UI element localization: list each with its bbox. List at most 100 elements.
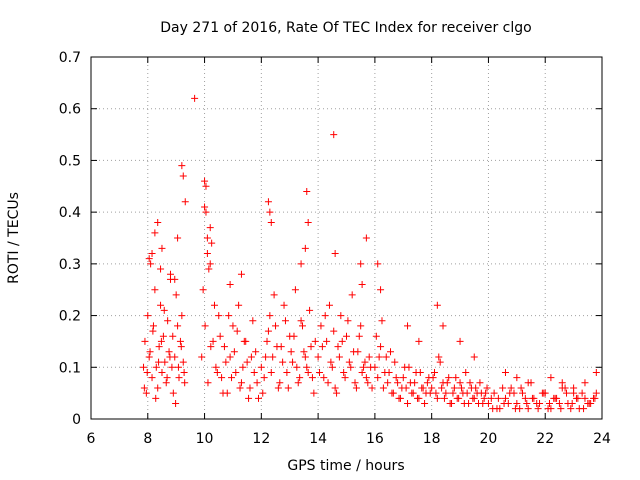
data-point xyxy=(174,234,182,242)
data-point xyxy=(289,358,297,366)
x-tick-label: 6 xyxy=(87,431,96,447)
data-point xyxy=(166,270,174,278)
data-point xyxy=(365,353,373,361)
data-point xyxy=(391,358,399,366)
data-point xyxy=(148,250,156,258)
data-point xyxy=(165,348,173,356)
x-tick-label: 22 xyxy=(536,431,554,447)
data-point xyxy=(462,368,470,376)
data-point xyxy=(357,322,365,330)
data-point xyxy=(574,394,582,402)
data-point xyxy=(524,379,532,387)
data-point xyxy=(314,353,322,361)
data-point xyxy=(267,218,275,226)
data-point xyxy=(147,260,155,268)
data-point xyxy=(260,374,268,382)
data-point xyxy=(201,177,209,185)
data-point xyxy=(374,374,382,382)
data-point xyxy=(174,363,182,371)
data-point xyxy=(343,332,350,340)
data-point xyxy=(429,374,437,382)
data-point xyxy=(412,368,420,376)
data-point xyxy=(140,363,148,371)
y-tick-label: 0.4 xyxy=(59,205,81,221)
data-point xyxy=(585,399,593,407)
data-point xyxy=(404,322,412,330)
data-point xyxy=(374,260,382,268)
data-point xyxy=(340,368,348,376)
data-point xyxy=(378,317,386,325)
data-point xyxy=(433,301,441,309)
data-point xyxy=(432,389,440,397)
x-tick-label: 18 xyxy=(423,431,441,447)
data-point xyxy=(181,379,189,387)
data-point xyxy=(140,384,148,392)
data-point xyxy=(230,348,238,356)
data-point xyxy=(164,317,172,325)
data-point xyxy=(209,337,217,345)
data-point xyxy=(456,379,464,387)
data-point xyxy=(198,353,206,361)
data-point xyxy=(428,384,436,392)
data-point xyxy=(501,368,509,376)
data-point xyxy=(145,353,153,361)
data-point xyxy=(162,379,170,387)
data-point xyxy=(199,286,207,294)
data-point xyxy=(281,317,289,325)
data-point xyxy=(232,368,240,376)
data-point xyxy=(210,301,218,309)
data-point xyxy=(517,384,525,392)
data-point xyxy=(203,234,211,242)
data-point xyxy=(506,389,514,397)
data-point xyxy=(398,384,406,392)
data-point xyxy=(158,368,166,376)
data-point xyxy=(469,394,477,402)
data-point xyxy=(143,368,151,376)
data-point xyxy=(157,301,165,309)
data-point xyxy=(174,322,182,330)
data-point xyxy=(379,384,387,392)
data-point xyxy=(500,399,508,407)
data-point xyxy=(168,363,176,371)
data-point xyxy=(320,374,328,382)
data-point xyxy=(328,363,336,371)
data-point xyxy=(179,172,187,180)
data-point xyxy=(337,312,345,320)
data-point xyxy=(409,389,417,397)
data-point xyxy=(264,327,272,335)
y-tick-label: 0.7 xyxy=(59,50,81,66)
data-point xyxy=(247,353,255,361)
data-point xyxy=(463,389,471,397)
data-point xyxy=(377,286,385,294)
data-point xyxy=(324,379,332,387)
data-point xyxy=(477,389,485,397)
data-point xyxy=(358,281,366,289)
data-point xyxy=(450,384,458,392)
data-point xyxy=(207,343,215,351)
data-point xyxy=(226,281,234,289)
data-point xyxy=(501,394,509,402)
data-point xyxy=(176,337,184,345)
data-point xyxy=(163,374,171,382)
data-point xyxy=(555,399,563,407)
x-tick-label: 12 xyxy=(252,431,270,447)
data-point xyxy=(443,379,451,387)
data-point xyxy=(387,348,395,356)
data-point xyxy=(523,399,531,407)
data-point xyxy=(323,337,331,345)
data-point xyxy=(381,368,389,376)
data-point xyxy=(243,358,251,366)
data-point xyxy=(377,343,385,351)
data-point xyxy=(350,348,358,356)
data-point xyxy=(266,312,274,320)
data-point xyxy=(290,332,298,340)
data-point xyxy=(460,399,468,407)
data-point xyxy=(352,384,360,392)
plot-frame xyxy=(90,56,603,420)
data-point xyxy=(394,379,402,387)
data-point xyxy=(297,317,305,325)
data-point xyxy=(294,379,302,387)
data-point xyxy=(371,363,379,371)
data-point xyxy=(357,260,365,268)
data-point xyxy=(148,374,156,382)
